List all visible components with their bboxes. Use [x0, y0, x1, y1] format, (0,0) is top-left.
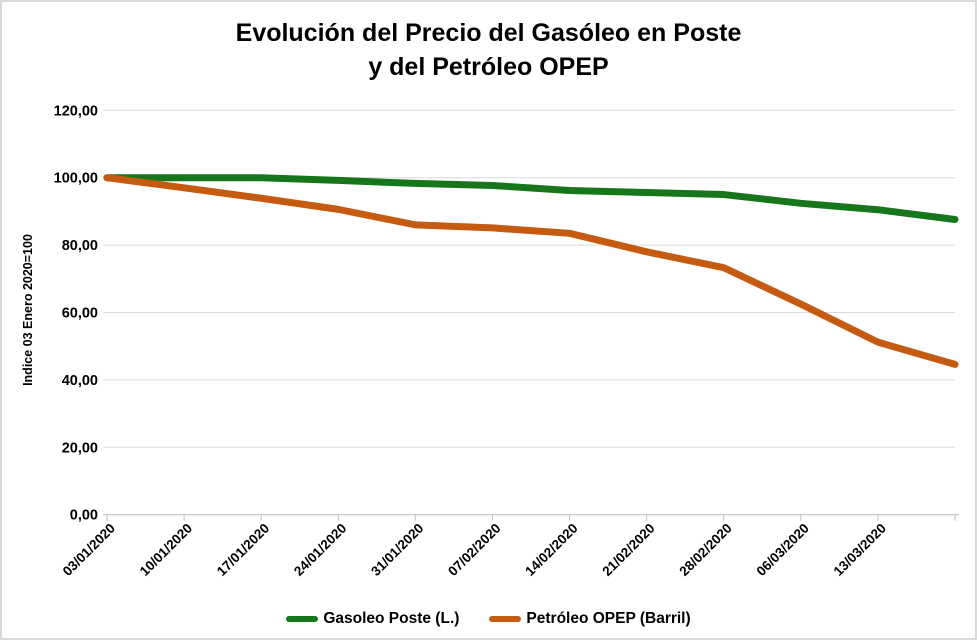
- legend: Gasoleo Poste (L.) Petróleo OPEP (Barril): [2, 610, 975, 628]
- x-tick-label: 17/01/2020: [214, 521, 272, 579]
- y-tick-label: 80,00: [62, 238, 98, 254]
- y-tick-label: 0,00: [70, 508, 98, 524]
- x-tick-label: 24/01/2020: [291, 521, 349, 579]
- chart-title: Evolución del Precio del Gasóleo en Post…: [2, 16, 975, 84]
- legend-label: Gasoleo Poste (L.): [323, 610, 460, 627]
- series-line-gasoleo[interactable]: [103, 174, 959, 223]
- x-tick-label: 07/02/2020: [445, 521, 503, 579]
- x-tick-label: 10/01/2020: [137, 521, 195, 579]
- y-tick-label: 100,00: [54, 171, 98, 187]
- y-tick-label: 120,00: [54, 103, 98, 119]
- legend-item[interactable]: Petróleo OPEP (Barril): [489, 610, 691, 628]
- x-tick-label: 28/02/2020: [676, 521, 734, 579]
- x-tick-label: 03/01/2020: [60, 521, 118, 579]
- x-tick-label: 31/01/2020: [368, 521, 426, 579]
- legend-swatch: [286, 616, 319, 622]
- y-tick-label: 20,00: [62, 440, 98, 456]
- legend-label: Petróleo OPEP (Barril): [526, 610, 691, 627]
- x-tick-label: 14/02/2020: [522, 521, 580, 579]
- legend-item[interactable]: Gasoleo Poste (L.): [286, 610, 459, 628]
- y-tick-label: 40,00: [62, 373, 98, 389]
- x-tick-label: 21/02/2020: [599, 521, 657, 579]
- chart-title-line2: y del Petróleo OPEP: [368, 53, 609, 81]
- y-tick-label: 60,00: [62, 306, 98, 322]
- x-tick-label: 06/03/2020: [754, 521, 812, 579]
- x-tick-label: 13/03/2020: [831, 521, 889, 579]
- series-line-petroleo[interactable]: [103, 174, 959, 368]
- legend-swatch: [489, 616, 522, 622]
- chart-title-line1: Evolución del Precio del Gasóleo en Post…: [235, 19, 742, 47]
